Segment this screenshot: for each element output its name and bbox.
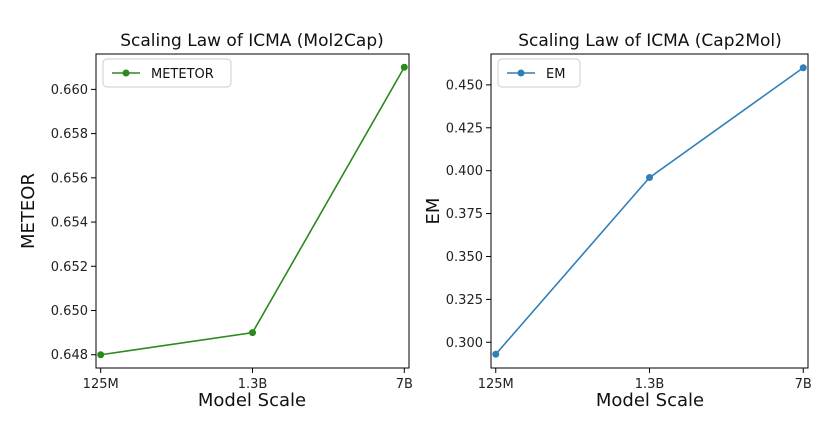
cap2mol-x-label: Model Scale <box>596 390 704 411</box>
mol2cap-data-point <box>97 351 105 359</box>
cap2mol-data-point <box>799 64 807 72</box>
mol2cap-title: Scaling Law of ICMA (Mol2Cap) <box>120 31 384 51</box>
cap2mol-x-tick-label: 1.3B <box>635 377 665 392</box>
cap2mol-legend-label: EM <box>546 67 565 82</box>
mol2cap-y-tick-label: 0.658 <box>51 127 88 142</box>
cap2mol-y-tick-label: 0.350 <box>446 250 483 265</box>
cap2mol-y-tick-label: 0.325 <box>446 293 483 308</box>
cap2mol-x-tick-label: 7B <box>795 377 812 392</box>
mol2cap-y-label: METEOR <box>18 173 39 249</box>
cap2mol-x-ticks: 125M 1.3B 7B <box>478 368 812 392</box>
mol2cap-legend-label: METETOR <box>151 67 214 82</box>
cap2mol-data-point <box>646 174 653 182</box>
mol2cap-x-tick-label: 1.3B <box>238 377 268 392</box>
cap2mol-y-tick-label: 0.375 <box>446 207 483 222</box>
mol2cap-legend-marker <box>122 69 130 77</box>
mol2cap-y-tick-label: 0.656 <box>51 171 88 186</box>
cap2mol-series-line <box>495 67 804 355</box>
cap2mol-panel: Scaling Law of ICMA (Cap2Mol) Model Scal… <box>423 31 812 411</box>
cap2mol-y-ticks: 0.300 0.325 0.350 0.375 0.400 0.425 0.450 <box>446 78 491 351</box>
mol2cap-y-tick-label: 0.650 <box>51 304 88 319</box>
cap2mol-series <box>492 64 807 358</box>
mol2cap-y-tick-label: 0.648 <box>51 348 88 363</box>
cap2mol-title: Scaling Law of ICMA (Cap2Mol) <box>518 31 782 51</box>
mol2cap-x-label: Model Scale <box>198 390 306 411</box>
mol2cap-series-line <box>100 66 405 356</box>
cap2mol-y-tick-label: 0.400 <box>446 164 483 179</box>
mol2cap-legend: METETOR <box>102 58 232 88</box>
cap2mol-data-point <box>492 350 500 358</box>
mol2cap-data-point <box>400 63 408 71</box>
mol2cap-x-ticks: 125M 1.3B 7B <box>83 368 413 392</box>
mol2cap-series <box>97 63 408 359</box>
cap2mol-y-tick-label: 0.300 <box>446 336 483 351</box>
cap2mol-x-tick-label: 125M <box>478 377 514 392</box>
cap2mol-legend-marker <box>517 69 525 77</box>
mol2cap-x-tick-label: 7B <box>396 377 413 392</box>
mol2cap-plot-frame <box>95 53 410 369</box>
cap2mol-y-tick-label: 0.450 <box>446 78 483 93</box>
mol2cap-panel: Scaling Law of ICMA (Mol2Cap) Model Scal… <box>18 31 413 411</box>
mol2cap-x-tick-label: 125M <box>83 377 119 392</box>
cap2mol-legend: EM <box>497 58 581 88</box>
mol2cap-legend-box <box>102 58 232 88</box>
cap2mol-plot-frame <box>490 53 809 369</box>
mol2cap-y-tick-label: 0.652 <box>51 260 88 275</box>
cap2mol-legend-box <box>497 58 581 88</box>
mol2cap-data-point <box>249 329 256 337</box>
mol2cap-y-ticks: 0.648 0.650 0.652 0.654 0.656 0.658 0.660 <box>51 83 96 363</box>
mol2cap-y-tick-label: 0.654 <box>51 216 88 231</box>
cap2mol-y-tick-label: 0.425 <box>446 121 483 136</box>
mol2cap-y-tick-label: 0.660 <box>51 83 88 98</box>
cap2mol-y-label: EM <box>423 198 444 225</box>
